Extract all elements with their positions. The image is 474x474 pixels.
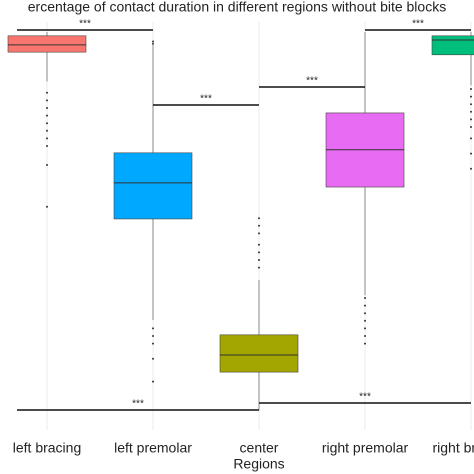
outlier — [364, 327, 366, 330]
significance-label: *** — [306, 76, 318, 87]
outlier — [152, 357, 154, 360]
outlier — [258, 243, 260, 246]
significance-label: *** — [359, 392, 371, 403]
outlier — [258, 217, 260, 220]
outlier — [46, 114, 48, 117]
x-tick-label: left bracing — [13, 440, 81, 456]
box — [431, 35, 474, 56]
outlier — [46, 122, 48, 125]
outlier — [152, 335, 154, 337]
outlier — [152, 380, 154, 383]
outlier — [364, 342, 366, 345]
outlier — [364, 312, 366, 315]
outlier — [152, 40, 154, 43]
outlier — [46, 164, 48, 166]
outlier — [46, 91, 48, 94]
outlier — [470, 103, 472, 106]
outlier — [470, 126, 472, 128]
outlier — [258, 232, 260, 235]
chart-title: ercentage of contact duration in differe… — [28, 0, 446, 15]
outlier — [470, 137, 472, 140]
box — [7, 35, 87, 53]
outlier — [46, 145, 48, 147]
box — [219, 334, 299, 373]
x-tick-label: right bracing — [432, 440, 474, 456]
outlier — [364, 319, 366, 322]
outlier — [364, 304, 366, 307]
outlier — [470, 167, 472, 170]
box — [113, 152, 193, 220]
x-tick-label: right premolar — [322, 440, 409, 456]
outlier — [152, 42, 154, 45]
outlier — [364, 297, 366, 299]
outlier — [258, 224, 260, 227]
outlier — [364, 335, 366, 337]
outlier — [470, 88, 472, 90]
outlier — [46, 99, 48, 102]
outlier — [470, 95, 472, 98]
outlier — [46, 129, 48, 132]
significance-label: *** — [79, 19, 91, 30]
significance-label: *** — [200, 94, 212, 105]
x-tick-label: center — [240, 440, 279, 456]
outlier — [46, 137, 48, 140]
outlier — [258, 251, 260, 254]
x-tick-label: left premolar — [114, 440, 192, 456]
outlier — [152, 327, 154, 330]
outlier — [46, 107, 48, 109]
significance-label: *** — [412, 19, 424, 30]
outlier — [470, 110, 472, 113]
outlier — [152, 342, 154, 345]
outlier — [470, 152, 472, 155]
outlier — [258, 266, 260, 269]
outlier — [470, 118, 472, 121]
x-axis-title: Regions — [233, 456, 284, 472]
outlier — [46, 205, 48, 208]
significance-label: *** — [132, 399, 144, 410]
outlier — [258, 259, 260, 261]
